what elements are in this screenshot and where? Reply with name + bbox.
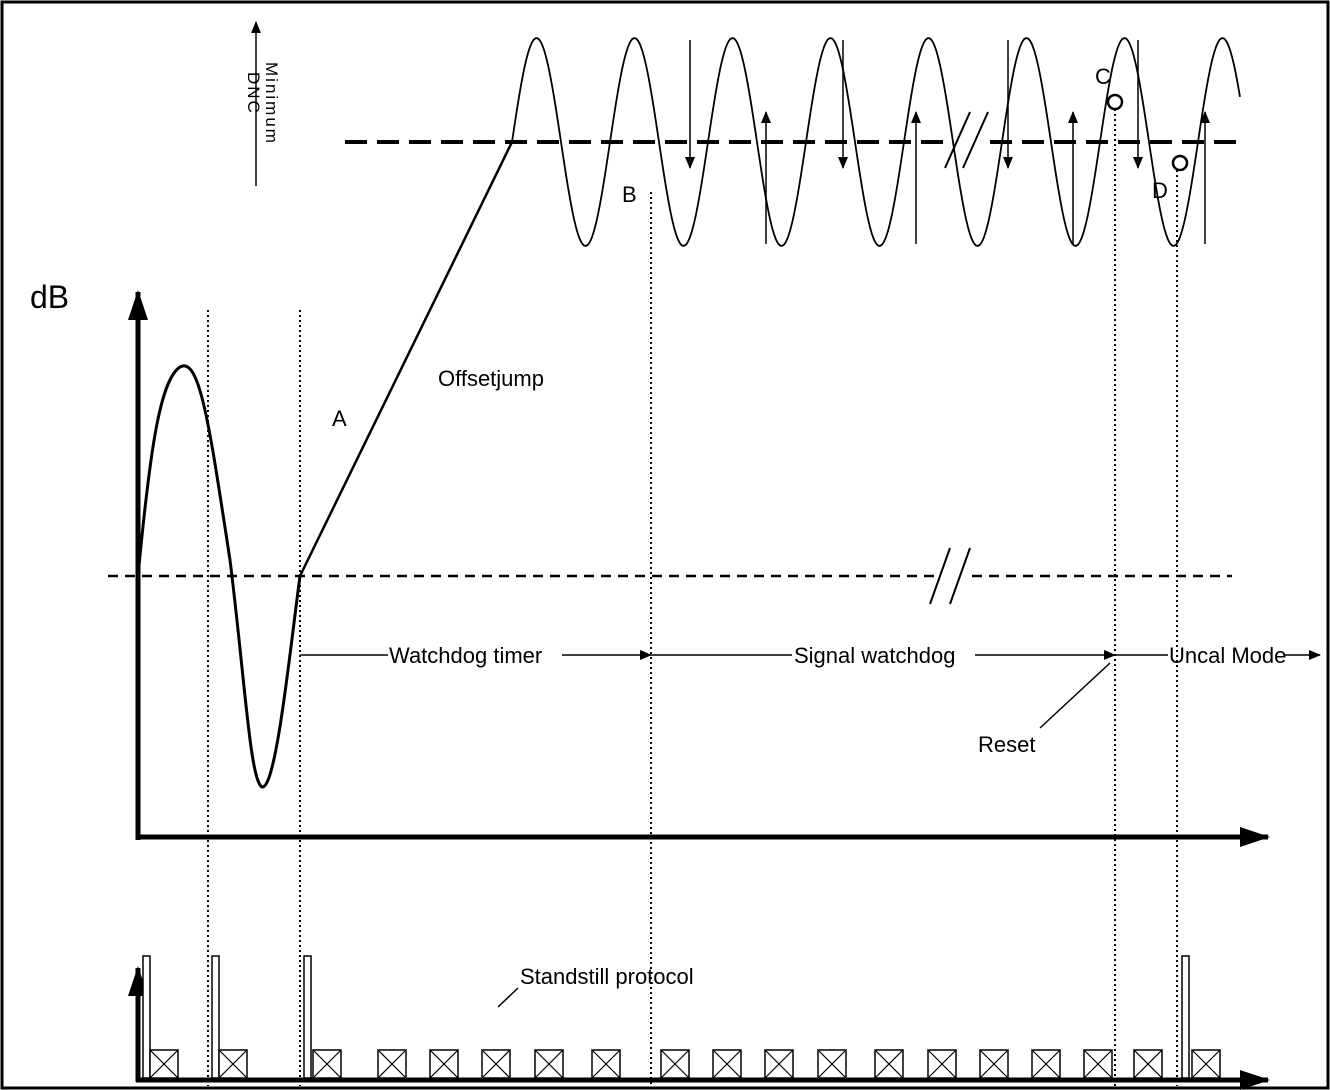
- protocol-box-cross-b: [312, 1049, 342, 1079]
- protocol-box-cross-b: [1133, 1049, 1163, 1079]
- minimum-dnc-line: [345, 111, 1236, 169]
- vertical-markers: [207, 104, 1178, 1086]
- upper-signal-wave: [511, 37, 1241, 247]
- upper-wave-path: [511, 37, 1241, 247]
- reset-label: Reset: [978, 732, 1035, 757]
- protocol-box-4: [377, 1049, 407, 1079]
- protocol-box-cross-b: [534, 1049, 564, 1079]
- break-mark-upper-2: [962, 111, 989, 169]
- protocol-box-cross-b: [660, 1049, 690, 1079]
- point-d-label: D: [1152, 178, 1168, 203]
- protocol-pulse-2: [211, 955, 220, 1079]
- protocol-box-11: [764, 1049, 794, 1079]
- point-c-circle: [1106, 93, 1124, 111]
- break-mark-lower-2: [949, 547, 971, 605]
- protocol-box-cross-b: [712, 1049, 742, 1079]
- protocol-box-19: [1191, 1049, 1221, 1079]
- protocol-box-5: [429, 1049, 459, 1079]
- protocol-box-cross-b: [429, 1049, 459, 1079]
- protocol-box-cross-b: [377, 1049, 407, 1079]
- protocol-box-7: [534, 1049, 564, 1079]
- protocol-box-cross-b: [979, 1049, 1009, 1079]
- point-c-label: C: [1095, 64, 1111, 89]
- uncal-mode-label: Uncal Mode: [1169, 643, 1286, 668]
- initial-signal-wave: [136, 364, 302, 789]
- min-dnc-label-line1: Minimum: [262, 62, 281, 145]
- point-b-label: B: [622, 182, 637, 207]
- protocol-box-18: [1133, 1049, 1163, 1079]
- min-dnc-label-line2: DNC: [244, 72, 263, 115]
- protocol-box-6: [481, 1049, 511, 1079]
- signal-watchdog-label: Signal watchdog: [794, 643, 955, 668]
- protocol-box-cross-b: [1083, 1049, 1113, 1079]
- point-a-label: A: [332, 406, 347, 431]
- offset-jump-line: [298, 141, 514, 577]
- protocol-box-2: [218, 1049, 248, 1079]
- protocol-box-cross-b: [1031, 1049, 1061, 1079]
- standstill-protocol-label: Standstill protocol: [520, 964, 694, 989]
- offsetjump-label: Offsetjump: [438, 366, 544, 391]
- protocol-box-3: [312, 1049, 342, 1079]
- protocol-box-1: [149, 1049, 179, 1079]
- watchdog-timer-label: Watchdog timer: [389, 643, 542, 668]
- protocol-box-15: [979, 1049, 1009, 1079]
- amplitude-arrows: [685, 40, 1210, 244]
- protocol-box-9: [660, 1049, 690, 1079]
- y-axis-label: dB: [30, 279, 69, 315]
- standstill-protocol-boxes: [142, 955, 1221, 1079]
- protocol-axes: [128, 966, 1270, 1090]
- standstill-leader-line: [497, 987, 519, 1008]
- protocol-pulse-4: [1181, 955, 1190, 1079]
- break-mark-lower-1: [929, 547, 951, 605]
- protocol-box-8: [591, 1049, 621, 1079]
- protocol-box-14: [927, 1049, 957, 1079]
- protocol-box-cross-b: [591, 1049, 621, 1079]
- reset-leader-line: [1039, 662, 1111, 729]
- protocol-box-cross-b: [1191, 1049, 1221, 1079]
- lower-threshold-line: [108, 547, 1232, 605]
- protocol-box-cross-b: [764, 1049, 794, 1079]
- protocol-box-10: [712, 1049, 742, 1079]
- protocol-box-cross-b: [481, 1049, 511, 1079]
- point-d-circle: [1171, 154, 1189, 172]
- protocol-box-cross-b: [218, 1049, 248, 1079]
- break-mark-upper-1: [944, 111, 971, 169]
- protocol-box-16: [1031, 1049, 1061, 1079]
- protocol-box-cross-b: [874, 1049, 904, 1079]
- protocol-box-cross-b: [817, 1049, 847, 1079]
- protocol-box-cross-b: [149, 1049, 179, 1079]
- protocol-box-17: [1083, 1049, 1113, 1079]
- protocol-box-13: [874, 1049, 904, 1079]
- protocol-pulse-3: [303, 955, 312, 1079]
- protocol-box-12: [817, 1049, 847, 1079]
- protocol-pulse-1: [142, 955, 151, 1079]
- protocol-box-cross-b: [927, 1049, 957, 1079]
